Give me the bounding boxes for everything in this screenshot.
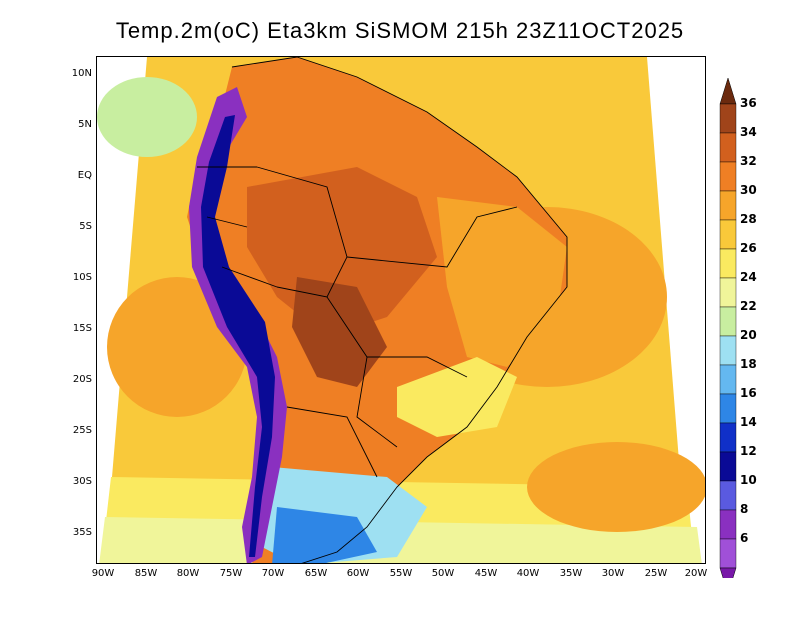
lon-label: 25W (644, 568, 668, 579)
lat-label: EQ (77, 170, 92, 181)
colorbar-cell (719, 190, 737, 221)
colorbar-label: 34 (740, 125, 757, 139)
lon-label: 90W (91, 568, 115, 579)
central-hot-area (292, 277, 387, 387)
colorbar-cell (719, 335, 737, 366)
colorbar-label: 16 (740, 386, 757, 400)
colorbar-label: 22 (740, 299, 757, 313)
colorbar-cell (719, 509, 737, 540)
lat-label: 5S (79, 221, 92, 232)
colorbar-bottom-arrow (719, 567, 737, 578)
lon-label: 20W (684, 568, 708, 579)
lon-label: 65W (304, 568, 328, 579)
colorbar-label: 6 (740, 531, 749, 545)
colorbar-label: 8 (740, 502, 749, 516)
map-panel (96, 56, 706, 564)
colorbar-cell (719, 103, 737, 134)
colorbar-cell (719, 451, 737, 482)
colorbar-label: 28 (740, 212, 757, 226)
northeast-brazil-area (437, 197, 567, 367)
lat-label: 10N (71, 68, 92, 79)
colorbar-cell (719, 219, 737, 250)
colorbar-label: 32 (740, 154, 757, 168)
colorbar-label: 18 (740, 357, 757, 371)
colorbar-label: 14 (740, 415, 757, 429)
colorbar-cell (719, 393, 737, 424)
lon-label: 85W (134, 568, 158, 579)
lon-label: 55W (389, 568, 413, 579)
colorbar-label: 12 (740, 444, 757, 458)
lat-label: 20S (72, 374, 92, 385)
amazon-hot-area (247, 167, 437, 337)
map-title: Temp.2m(oC) Eta3km SiSMOM 215h 23Z11OCT2… (115, 18, 685, 43)
colorbar-cell (719, 480, 737, 511)
colorbar-cell (719, 277, 737, 308)
colorbar-label: 24 (740, 270, 757, 284)
temperature-map (97, 57, 705, 563)
country-borders (197, 57, 568, 563)
lon-label: 30W (601, 568, 625, 579)
colorbar-top-arrow (719, 78, 737, 105)
lon-label: 35W (559, 568, 583, 579)
southeast-brazil-area (397, 357, 517, 437)
southern-cone-cold-area (272, 507, 377, 563)
colorbar-cell (719, 364, 737, 395)
colorbar-cell (719, 538, 737, 569)
colorbar-label: 20 (740, 328, 757, 342)
colorbar (719, 78, 737, 578)
colorbar-label: 26 (740, 241, 757, 255)
andes-core-strip (201, 115, 275, 557)
lat-label: 25S (72, 425, 92, 436)
pacific-cool-area (97, 77, 197, 157)
colorbar-label: 30 (740, 183, 757, 197)
colorbar-cell (719, 422, 737, 453)
lat-label: 30S (72, 476, 92, 487)
colorbar-cell (719, 132, 737, 163)
lon-label: 50W (431, 568, 455, 579)
lat-label: 15S (72, 323, 92, 334)
colorbar-label: 36 (740, 96, 757, 110)
atlantic-warm-area-2 (527, 442, 705, 532)
colorbar-cell (719, 248, 737, 279)
lon-label: 75W (219, 568, 243, 579)
colorbar-label: 10 (740, 473, 757, 487)
lon-label: 60W (346, 568, 370, 579)
lat-label: 35S (72, 527, 92, 538)
colorbar-cell (719, 306, 737, 337)
lon-label: 80W (176, 568, 200, 579)
lat-label: 5N (78, 119, 92, 130)
lon-label: 70W (261, 568, 285, 579)
lon-label: 45W (474, 568, 498, 579)
colorbar-cells (719, 78, 737, 578)
lon-label: 40W (516, 568, 540, 579)
lat-label: 10S (72, 272, 92, 283)
colorbar-cell (719, 161, 737, 192)
